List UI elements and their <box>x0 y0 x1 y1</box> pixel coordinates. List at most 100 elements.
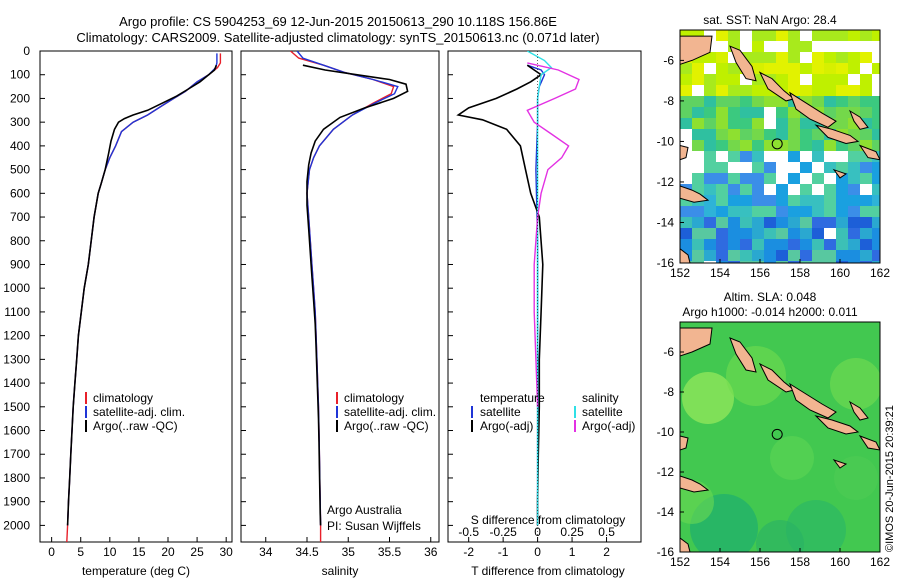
sla-blob-6 <box>680 480 714 524</box>
sst-cell <box>716 63 729 75</box>
sla-island-6 <box>789 382 837 419</box>
sst-cell <box>692 228 705 240</box>
sst-cell <box>704 217 717 229</box>
sst-cell <box>788 129 801 141</box>
sst-cell <box>692 250 705 262</box>
sst-cell <box>704 63 717 75</box>
sst-cell <box>812 261 825 263</box>
x-tick-label: 2 <box>603 545 610 559</box>
sst-cell <box>680 162 693 174</box>
sst-cell <box>788 107 801 119</box>
series-line-1 <box>456 64 544 526</box>
sst-island-10 <box>832 168 848 179</box>
sst-cell <box>872 162 880 174</box>
sst-cell <box>752 228 765 240</box>
depth-tick-label: 1500 <box>3 400 30 414</box>
sst-cell <box>824 239 837 251</box>
depth-tick-label: 1100 <box>4 305 30 319</box>
sst-cell <box>728 63 741 75</box>
sst-cell <box>728 261 741 263</box>
sst-cell <box>788 85 801 97</box>
sst-cell <box>752 129 765 141</box>
sst-map-frame <box>679 29 881 264</box>
sst-cell <box>740 30 753 42</box>
sst-cell <box>764 228 777 240</box>
sst-cell <box>812 217 825 229</box>
series-line-2 <box>302 64 409 526</box>
sst-cell <box>872 52 880 64</box>
sst-cell <box>716 74 729 86</box>
sla-blob-2 <box>830 358 880 410</box>
sst-cell <box>860 195 873 207</box>
sst-cell <box>716 261 729 263</box>
sst-cell <box>716 118 729 130</box>
sst-cell <box>860 184 873 196</box>
s-tick-label: -0.25 <box>489 525 517 539</box>
series-line-2 <box>526 51 553 526</box>
x-tick-label: -1 <box>498 545 509 559</box>
sst-cell <box>752 250 765 262</box>
depth-tick-label: 2000 <box>3 518 30 532</box>
sst-cell <box>800 162 813 174</box>
sst-island-4 <box>729 45 757 82</box>
sst-cell <box>848 96 861 108</box>
sst-cell <box>824 140 837 152</box>
sst-cell <box>740 228 753 240</box>
map-x-tick-label: 154 <box>710 266 730 280</box>
sst-cell <box>740 118 753 130</box>
sst-cell <box>716 107 729 119</box>
sst-cell <box>812 173 825 185</box>
sst-cell <box>860 63 873 75</box>
sst-cell <box>716 173 729 185</box>
sst-cell <box>872 261 880 263</box>
sst-cell <box>776 173 789 185</box>
sst-cell <box>860 129 873 141</box>
sla-blob-7 <box>834 456 878 500</box>
s-tick-label: 0.5 <box>598 525 615 539</box>
sst-cell <box>776 184 789 196</box>
sst-cell <box>752 96 765 108</box>
sst-cell <box>776 239 789 251</box>
legend-label-argo: Argo(..raw -QC) <box>93 419 178 433</box>
figure-title-line1: Argo profile: CS 5904253_69 12-Jun-2015 … <box>119 14 557 29</box>
sst-cell <box>740 261 753 263</box>
sst-cell <box>728 250 741 262</box>
sst-cell <box>800 261 813 263</box>
sst-cell <box>692 217 705 229</box>
sst-cell <box>728 228 741 240</box>
sst-cell <box>824 96 837 108</box>
sla-map-frame <box>679 321 881 553</box>
sst-cell <box>872 239 880 251</box>
sst-cell <box>776 261 789 263</box>
sst-cell <box>692 261 705 263</box>
x-tick-label: 0 <box>48 545 55 559</box>
salinity-series <box>290 51 409 542</box>
sst-cell <box>788 206 801 218</box>
sst-cell <box>728 96 741 108</box>
sst-cell <box>776 41 789 53</box>
depth-tick-label: 800 <box>10 234 30 248</box>
sst-cell <box>860 206 873 218</box>
sst-cell <box>776 228 789 240</box>
sst-cell <box>860 140 873 152</box>
sst-cell <box>836 41 849 53</box>
sst-cell <box>704 261 717 263</box>
x-tick-label: 1 <box>569 545 576 559</box>
sst-cell <box>872 41 880 53</box>
x-tick-label: 34.5 <box>295 545 319 559</box>
sst-cell <box>848 228 861 240</box>
sst-cell <box>728 239 741 251</box>
sst-cell <box>860 173 873 185</box>
map-y-tick-label: -8 <box>663 385 674 399</box>
annotation-pi: PI: Susan Wijffels <box>327 519 421 533</box>
sst-cell <box>824 52 837 64</box>
sst-cell <box>848 151 861 163</box>
sst-cell <box>824 30 837 42</box>
sst-cell <box>752 162 765 174</box>
sla-map-title-2: Argo h1000: -0.014 h2000: 0.011 <box>682 305 858 319</box>
sla-map-title-1: Altim. SLA: 0.048 <box>724 290 817 304</box>
sst-cell <box>740 41 753 53</box>
sst-cell <box>776 96 789 108</box>
x-tick-label: 25 <box>190 545 204 559</box>
sst-cell <box>680 118 693 130</box>
